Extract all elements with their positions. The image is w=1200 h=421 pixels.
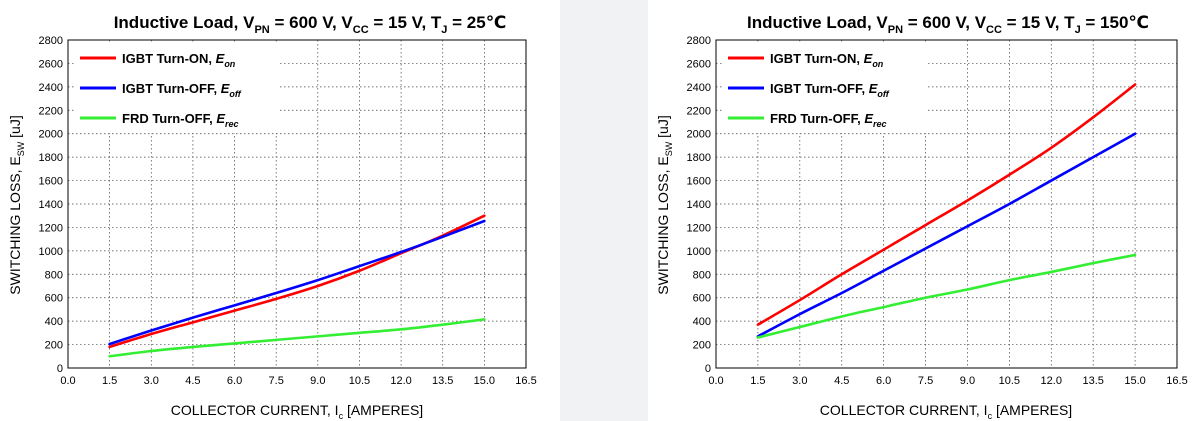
y-tick-label: 0 <box>57 363 63 375</box>
y-tick-label: 0 <box>705 363 711 375</box>
legend: IGBT Turn-ON, Eon IGBT Turn-OFF, Eoff FRD … <box>722 43 928 133</box>
y-tick-label: 1600 <box>687 176 711 188</box>
y-tick-label: 2400 <box>39 82 63 94</box>
y-tick-label: 2000 <box>39 129 63 141</box>
y-tick-label: 1200 <box>687 222 711 234</box>
y-tick-label: 2000 <box>687 129 711 141</box>
panel-divider <box>560 0 648 421</box>
y-tick-label: 400 <box>45 316 63 328</box>
y-tick-label: 2600 <box>687 58 711 70</box>
y-tick-label: 200 <box>693 340 711 352</box>
x-tick-label: 7.5 <box>918 375 933 387</box>
y-tick-label: 1400 <box>39 199 63 211</box>
x-tick-label: 10.5 <box>349 375 370 387</box>
x-tick-label: 0.0 <box>60 375 75 387</box>
y-tick-label: 800 <box>45 269 63 281</box>
x-tick-labels: 0.0 1.5 3.0 4.5 6.0 7.5 9.0 10.5 12.0 13.5 15.0 16.… <box>708 375 1187 387</box>
y-tick-label: 800 <box>693 269 711 281</box>
x-tick-label: 4.5 <box>834 375 849 387</box>
legend-entry-off: IGBT Turn-OFF, Eoff <box>122 81 242 99</box>
series-lines <box>108 214 486 358</box>
chart-tj-150: Inductive Load, VPN = 600 V, VCC = 15 V,… <box>655 13 1188 421</box>
y-tick-label: 1600 <box>39 176 63 188</box>
y-tick-label: 200 <box>45 340 63 352</box>
y-tick-label: 1800 <box>687 152 711 164</box>
legend-entry-on: IGBT Turn-ON, Eon <box>770 51 884 69</box>
x-axis-label: COLLECTOR CURRENT, Ic [AMPERES] <box>820 402 1072 421</box>
x-tick-label: 3.0 <box>144 375 159 387</box>
x-tick-label: 12.0 <box>1041 375 1062 387</box>
y-tick-labels: 0 200 400 600 800 1000 1200 1400 1600 1800 2000 220… <box>687 35 711 375</box>
plot-frame <box>67 39 527 369</box>
y-tick-label: 400 <box>693 316 711 328</box>
y-tick-label: 1000 <box>687 246 711 258</box>
x-tick-label: 1.5 <box>750 375 765 387</box>
y-axis-label: SWITCHING LOSS, ESW [uJ] <box>655 115 674 294</box>
series-line-off <box>108 219 486 346</box>
legend-entry-on: IGBT Turn-ON, Eon <box>122 51 236 69</box>
series-line-rec <box>756 253 1137 339</box>
x-tick-label: 9.0 <box>960 375 975 387</box>
x-tick-label: 4.5 <box>185 375 200 387</box>
y-tick-label: 600 <box>45 293 63 305</box>
x-tick-label: 7.5 <box>269 375 284 387</box>
x-tick-label: 12.0 <box>390 375 411 387</box>
chart-title: Inductive Load, VPN = 600 V, VCC = 15 V,… <box>114 13 507 36</box>
x-tick-labels: 0.0 1.5 3.0 4.5 6.0 7.5 9.0 10.5 12.0 13.5 15.0 16.… <box>60 375 536 387</box>
legend: IGBT Turn-ON, Eon IGBT Turn-OFF, Eoff FRD … <box>74 43 280 133</box>
legend-entry-rec: FRD Turn-OFF, Erec <box>770 111 887 129</box>
x-tick-label: 15.0 <box>474 375 495 387</box>
y-tick-label: 2400 <box>687 82 711 94</box>
y-tick-labels: 0 200 400 600 800 1000 1200 1400 1600 1800 2000 220… <box>39 35 63 375</box>
x-axis-label: COLLECTOR CURRENT, Ic [AMPERES] <box>171 402 423 421</box>
series-line-off <box>756 132 1137 338</box>
y-tick-label: 600 <box>693 293 711 305</box>
y-tick-label: 1400 <box>687 199 711 211</box>
x-tick-label: 3.0 <box>792 375 807 387</box>
x-tick-label: 13.5 <box>1082 375 1103 387</box>
legend-entry-off: IGBT Turn-OFF, Eoff <box>770 81 890 99</box>
y-tick-label: 1200 <box>39 222 63 234</box>
x-tick-label: 16.5 <box>1166 375 1187 387</box>
x-tick-label: 10.5 <box>999 375 1020 387</box>
x-tick-label: 15.0 <box>1124 375 1145 387</box>
x-tick-label: 0.0 <box>708 375 723 387</box>
y-tick-label: 2800 <box>39 35 63 47</box>
x-tick-label: 9.0 <box>310 375 325 387</box>
legend-entry-rec: FRD Turn-OFF, Erec <box>122 111 239 129</box>
series-line-on <box>756 83 1137 326</box>
y-tick-label: 2200 <box>687 105 711 117</box>
x-tick-label: 1.5 <box>102 375 117 387</box>
chart-title: Inductive Load, VPN = 600 V, VCC = 15 V,… <box>747 13 1149 36</box>
series-lines <box>756 83 1137 339</box>
series-line-rec <box>108 318 486 358</box>
y-tick-label: 2600 <box>39 58 63 70</box>
x-tick-label: 16.5 <box>515 375 536 387</box>
x-tick-label: 6.0 <box>876 375 891 387</box>
chart-tj-25: Inductive Load, VPN = 600 V, VCC = 15 V,… <box>7 13 537 421</box>
y-axis-label: SWITCHING LOSS, ESW [uJ] <box>7 115 26 294</box>
y-tick-label: 1800 <box>39 152 63 164</box>
y-tick-label: 1000 <box>39 246 63 258</box>
plot-frame <box>715 39 1178 369</box>
y-tick-label: 2200 <box>39 105 63 117</box>
x-tick-label: 6.0 <box>227 375 242 387</box>
x-tick-label: 13.5 <box>432 375 453 387</box>
y-tick-label: 2800 <box>687 35 711 47</box>
